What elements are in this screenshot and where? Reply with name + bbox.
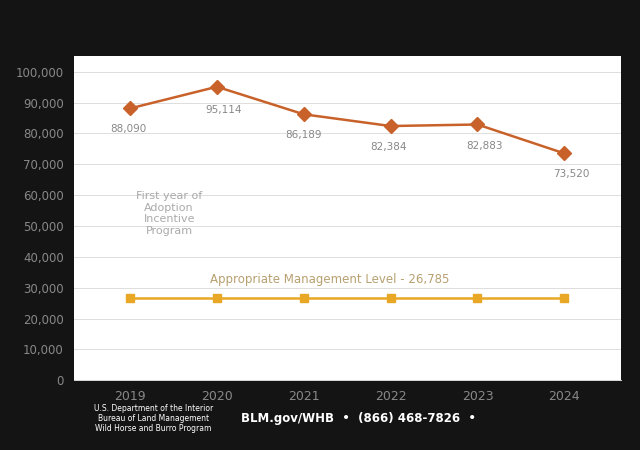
Text: 88,090: 88,090 [110, 125, 147, 135]
Text: Appropriate Management Level - 26,785: Appropriate Management Level - 26,785 [210, 273, 449, 286]
Text: First year of
Adoption
Incentive
Program: First year of Adoption Incentive Program [136, 191, 202, 236]
Text: 95,114: 95,114 [205, 105, 242, 115]
Text: 73,520: 73,520 [553, 170, 589, 180]
Text: U.S. Department of the Interior
Bureau of Land Management
Wild Horse and Burro P: U.S. Department of the Interior Bureau o… [94, 404, 213, 433]
Text: 82,883: 82,883 [466, 140, 502, 151]
Text: 86,189: 86,189 [285, 130, 322, 140]
Text: BLM.gov/WHB  •  (866) 468-7826  •: BLM.gov/WHB • (866) 468-7826 • [241, 412, 476, 425]
Text: 82,384: 82,384 [371, 142, 407, 152]
